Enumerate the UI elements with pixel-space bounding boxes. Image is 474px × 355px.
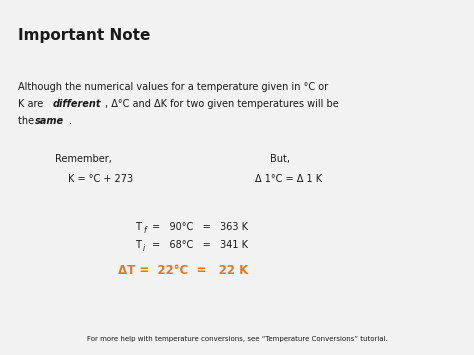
Text: , Δ°C and ΔK for two given temperatures will be: , Δ°C and ΔK for two given temperatures … [105, 99, 339, 109]
Text: .: . [69, 116, 72, 126]
Text: i: i [143, 244, 145, 253]
Text: K are: K are [18, 99, 46, 109]
Text: Remember,: Remember, [55, 154, 112, 164]
Text: T: T [135, 222, 141, 232]
Text: T: T [135, 240, 141, 250]
Text: Important Note: Important Note [18, 28, 150, 43]
Text: =   68°C   =   341 K: = 68°C = 341 K [152, 240, 248, 250]
Text: Δ 1°C = Δ 1 K: Δ 1°C = Δ 1 K [255, 174, 322, 184]
Text: K = °C + 273: K = °C + 273 [68, 174, 133, 184]
Text: f: f [143, 226, 146, 235]
Text: For more help with temperature conversions, see “Temperature Conversions” tutori: For more help with temperature conversio… [87, 336, 387, 342]
Text: Although the numerical values for a temperature given in °C or: Although the numerical values for a temp… [18, 82, 328, 92]
Text: different: different [53, 99, 101, 109]
Text: ΔT =  22°C  =   22 K: ΔT = 22°C = 22 K [118, 264, 248, 277]
Text: the: the [18, 116, 37, 126]
Text: =   90°C   =   363 K: = 90°C = 363 K [152, 222, 248, 232]
Text: But,: But, [270, 154, 290, 164]
Text: same: same [35, 116, 64, 126]
